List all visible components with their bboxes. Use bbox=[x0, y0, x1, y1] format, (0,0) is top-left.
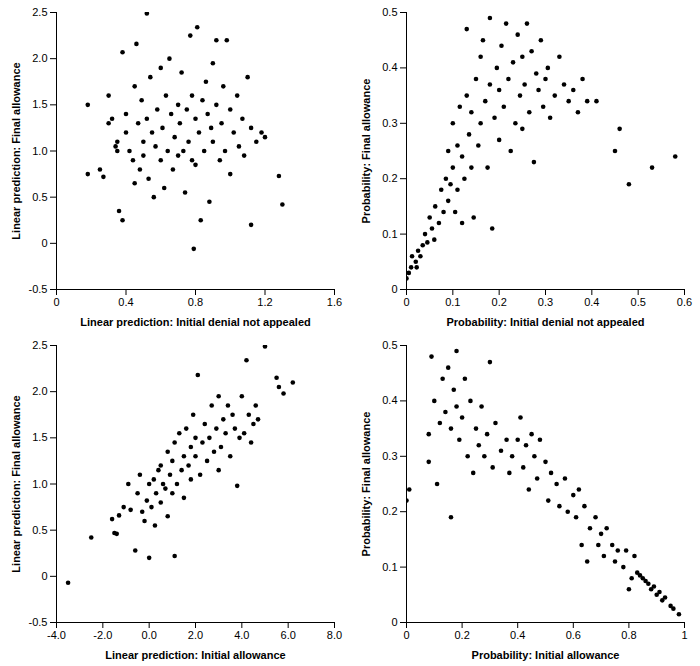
svg-text:1.6: 1.6 bbox=[327, 296, 342, 308]
svg-text:2.5: 2.5 bbox=[32, 6, 47, 18]
svg-text:8.0: 8.0 bbox=[327, 629, 342, 641]
svg-text:0.4: 0.4 bbox=[510, 629, 525, 641]
svg-text:0.5: 0.5 bbox=[382, 339, 397, 351]
svg-text:-0.5: -0.5 bbox=[29, 283, 48, 295]
svg-text:-0.5: -0.5 bbox=[29, 616, 48, 628]
svg-text:2.0: 2.0 bbox=[188, 629, 203, 641]
svg-text:0.1: 0.1 bbox=[382, 228, 397, 240]
svg-text:0.4: 0.4 bbox=[584, 296, 599, 308]
svg-text:0.8: 0.8 bbox=[188, 296, 203, 308]
svg-text:Linear prediction: Final allow: Linear prediction: Final allowance bbox=[10, 62, 22, 239]
svg-text:1: 1 bbox=[681, 629, 687, 641]
svg-text:0.4: 0.4 bbox=[382, 394, 397, 406]
svg-text:0.2: 0.2 bbox=[382, 172, 397, 184]
svg-text:2.5: 2.5 bbox=[32, 339, 47, 351]
svg-text:1.0: 1.0 bbox=[32, 145, 47, 157]
svg-text:2.0: 2.0 bbox=[32, 385, 47, 397]
svg-text:0.2: 0.2 bbox=[492, 296, 507, 308]
svg-text:Probability: Final allowance: Probability: Final allowance bbox=[360, 79, 372, 224]
svg-text:0.6: 0.6 bbox=[566, 629, 581, 641]
svg-text:Linear prediction: Initial den: Linear prediction: Initial denial not ap… bbox=[80, 316, 310, 328]
svg-text:0.6: 0.6 bbox=[677, 296, 692, 308]
svg-text:Probability: Initial denial no: Probability: Initial denial not appealed bbox=[446, 316, 644, 328]
svg-text:Probability: Final allowance: Probability: Final allowance bbox=[360, 412, 372, 557]
svg-text:0: 0 bbox=[53, 296, 59, 308]
svg-text:1.0: 1.0 bbox=[32, 478, 47, 490]
svg-text:6.0: 6.0 bbox=[281, 629, 296, 641]
svg-text:0.2: 0.2 bbox=[382, 505, 397, 517]
svg-text:Probability: Initial allowance: Probability: Initial allowance bbox=[472, 649, 620, 661]
svg-text:0: 0 bbox=[41, 570, 47, 582]
svg-text:Linear prediction: Initial all: Linear prediction: Initial allowance bbox=[105, 649, 285, 661]
svg-text:0.5: 0.5 bbox=[32, 191, 47, 203]
svg-text:0.4: 0.4 bbox=[382, 61, 397, 73]
svg-text:1.5: 1.5 bbox=[32, 431, 47, 443]
svg-text:0.1: 0.1 bbox=[445, 296, 460, 308]
svg-text:0.0: 0.0 bbox=[142, 629, 157, 641]
svg-text:0.5: 0.5 bbox=[382, 6, 397, 18]
svg-text:0.1: 0.1 bbox=[382, 561, 397, 573]
svg-text:0.5: 0.5 bbox=[631, 296, 646, 308]
svg-text:2.0: 2.0 bbox=[32, 52, 47, 64]
svg-text:0.5: 0.5 bbox=[32, 524, 47, 536]
svg-text:-2.0: -2.0 bbox=[93, 629, 112, 641]
svg-text:0.3: 0.3 bbox=[538, 296, 553, 308]
svg-text:0: 0 bbox=[41, 237, 47, 249]
svg-text:0.3: 0.3 bbox=[382, 117, 397, 129]
svg-text:0.8: 0.8 bbox=[621, 629, 636, 641]
svg-text:0: 0 bbox=[403, 629, 409, 641]
svg-text:1.2: 1.2 bbox=[257, 296, 272, 308]
svg-text:0: 0 bbox=[403, 296, 409, 308]
svg-text:0: 0 bbox=[391, 283, 397, 295]
svg-text:0.2: 0.2 bbox=[454, 629, 469, 641]
svg-text:1.5: 1.5 bbox=[32, 98, 47, 110]
svg-text:0.4: 0.4 bbox=[118, 296, 133, 308]
svg-text:0: 0 bbox=[391, 616, 397, 628]
svg-text:0.3: 0.3 bbox=[382, 450, 397, 462]
svg-text:-4.0: -4.0 bbox=[47, 629, 66, 641]
svg-text:4.0: 4.0 bbox=[234, 629, 249, 641]
svg-text:Linear prediction: Final allow: Linear prediction: Final allowance bbox=[10, 395, 22, 572]
